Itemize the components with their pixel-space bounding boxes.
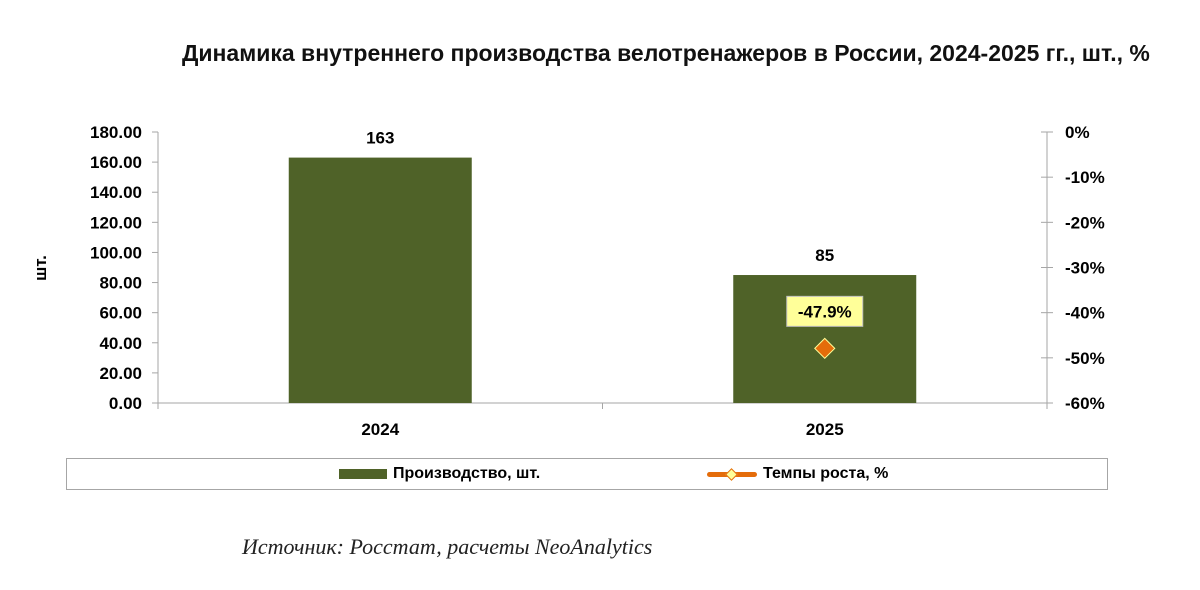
y-tick-label: 0.00 bbox=[109, 394, 142, 413]
source-note: Источник: Росстат, расчеты NeoAnalytics bbox=[242, 534, 653, 559]
y-tick-label: 120.00 bbox=[90, 213, 142, 232]
growth-data-label: -47.9% bbox=[798, 302, 852, 321]
y-tick-label: 20.00 bbox=[99, 364, 142, 383]
chart-legend: Производство, шт. Темпы роста, % bbox=[66, 458, 1108, 490]
growth-data-label-box bbox=[786, 295, 864, 327]
y-tick-label: 140.00 bbox=[90, 183, 142, 202]
y2-tick-label: -10% bbox=[1065, 168, 1105, 187]
legend-item-production: Производство, шт. bbox=[339, 466, 540, 482]
y-tick-label: 100.00 bbox=[90, 243, 142, 262]
growth-marker bbox=[814, 337, 836, 360]
chart-title: Динамика внутреннего производства велотр… bbox=[182, 40, 1150, 66]
y2-tick-label: -30% bbox=[1065, 259, 1105, 278]
legend-label-production: Производство, шт. bbox=[393, 465, 541, 482]
y2-tick-label: -60% bbox=[1065, 394, 1105, 413]
y2-tick-label: -50% bbox=[1065, 349, 1105, 368]
y-tick-label: 60.00 bbox=[99, 304, 142, 323]
y-tick-label: 80.00 bbox=[99, 274, 142, 293]
legend-swatch-bar bbox=[339, 469, 387, 479]
bar bbox=[288, 157, 472, 403]
y-tick-label: 40.00 bbox=[99, 334, 142, 353]
y-axis-label: шт. bbox=[31, 255, 50, 281]
chart-plot: шт. 0.00 20.00 40.00 60.00 80.00 100.00 120.00… bbox=[31, 123, 1105, 439]
y2-tick-label: 0% bbox=[1065, 123, 1090, 142]
legend-label-growth: Темпы роста, % bbox=[763, 465, 889, 482]
legend-swatch-line bbox=[707, 468, 757, 481]
bar-data-label: 85 bbox=[815, 246, 834, 265]
y-tick-label: 180.00 bbox=[90, 123, 142, 142]
x-tick-label: 2025 bbox=[806, 420, 844, 439]
x-tick-label: 2024 bbox=[361, 420, 399, 439]
y2-tick-label: -40% bbox=[1065, 304, 1105, 323]
bar-data-label: 163 bbox=[366, 129, 394, 148]
y2-tick-label: -20% bbox=[1065, 213, 1105, 232]
y-tick-label: 160.00 bbox=[90, 153, 142, 172]
legend-item-growth: Темпы роста, % bbox=[707, 466, 888, 482]
